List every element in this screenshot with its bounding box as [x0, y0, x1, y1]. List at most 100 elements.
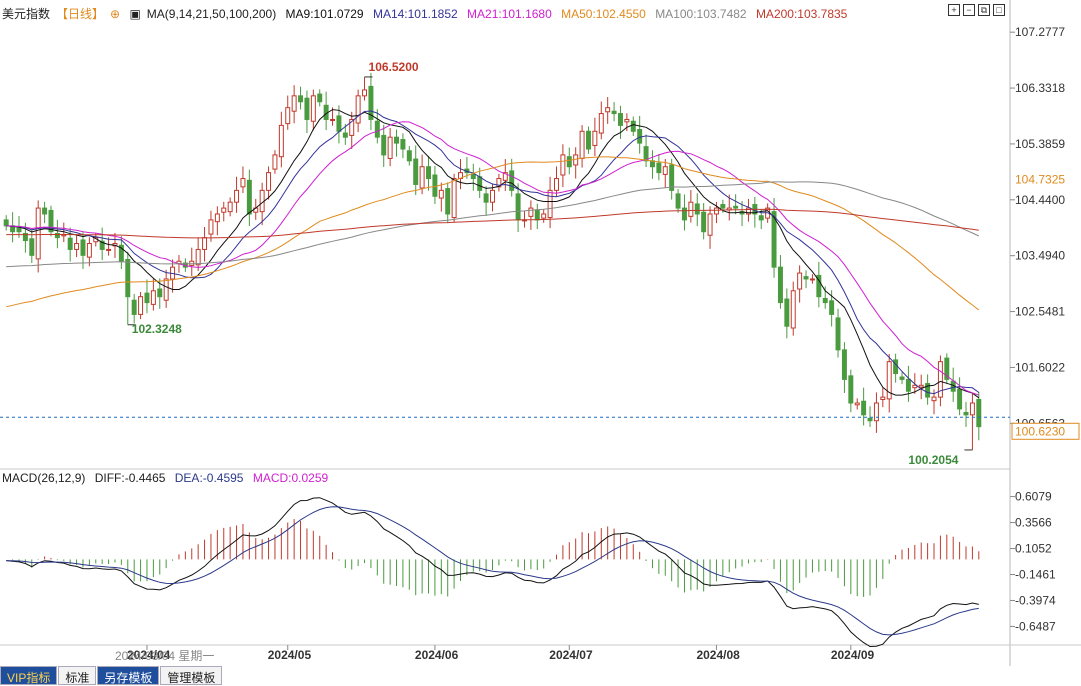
- macd-spec: MACD(26,12,9): [2, 471, 86, 485]
- candle-body: [400, 139, 406, 150]
- candle-body: [477, 176, 483, 191]
- tab-standard[interactable]: 标准: [58, 666, 97, 685]
- candle-body: [80, 239, 86, 256]
- price-tick-label: 101.6022: [1015, 360, 1065, 374]
- candle-body: [451, 178, 457, 219]
- candle-body: [406, 150, 412, 162]
- ma-spec: MA(9,14,21,50,100,200): [146, 7, 277, 21]
- candle-body: [246, 179, 252, 215]
- candle-body: [291, 95, 297, 112]
- candle-body: [534, 209, 540, 221]
- restore-icon[interactable]: ⧉: [978, 4, 990, 16]
- extreme-label: 100.2054: [908, 453, 958, 467]
- candle-body: [285, 107, 291, 125]
- candle-body: [758, 215, 764, 221]
- candle-body: [931, 396, 937, 402]
- candle-body: [547, 189, 553, 219]
- time-tick-label: 2024/07: [549, 648, 593, 662]
- candle-body: [713, 207, 719, 215]
- candle-body: [925, 383, 931, 398]
- candle-body: [873, 402, 879, 422]
- candle-body: [106, 248, 112, 251]
- tab-save-template[interactable]: 另存模板: [97, 666, 160, 685]
- candle-body: [637, 129, 643, 144]
- candle-body: [342, 132, 348, 138]
- ma-indicator-icon[interactable]: ▣: [129, 7, 141, 21]
- candle-body: [138, 296, 144, 315]
- candle-body: [131, 299, 137, 315]
- tab-manage-template[interactable]: 管理模板: [160, 666, 223, 685]
- candle-body: [234, 189, 240, 203]
- candle-body: [355, 95, 361, 124]
- template-tabs: VIP指标 标准 另存模板 管理模板: [0, 666, 223, 686]
- expand-icon[interactable]: +: [948, 4, 960, 16]
- macd-tick-label: 0.6079: [1015, 490, 1052, 504]
- candle-body: [771, 211, 777, 268]
- time-tick-label: 2024/04: [127, 648, 171, 662]
- candle-body: [861, 400, 867, 416]
- candle-body: [317, 93, 323, 103]
- maximize-icon[interactable]: □: [993, 4, 1005, 16]
- collapse-icon[interactable]: −: [963, 4, 975, 16]
- candle-body: [944, 357, 950, 380]
- candle-body: [419, 166, 425, 189]
- candle-body: [432, 174, 438, 197]
- last-price-label: 100.6230: [1015, 424, 1065, 438]
- candle-body: [681, 207, 687, 221]
- candle-body: [605, 107, 611, 113]
- candle-body: [733, 205, 739, 209]
- candle-body: [611, 110, 617, 115]
- period-tag[interactable]: 【日线】: [56, 7, 105, 21]
- candle-body: [566, 156, 572, 168]
- ma100-value: MA100:103.7482: [655, 7, 747, 21]
- candle-body: [675, 193, 681, 209]
- candle-body: [272, 154, 278, 170]
- candle-body: [221, 207, 227, 213]
- macd-tick-label: -0.6487: [1015, 619, 1056, 633]
- candle-body: [54, 232, 60, 239]
- candle-body: [157, 288, 163, 298]
- macd-value: MACD:0.0259: [252, 471, 329, 485]
- candle-body: [854, 402, 860, 406]
- candle-body: [560, 154, 566, 176]
- candle-body: [125, 258, 131, 298]
- ma200-value: MA200:103.7835: [755, 7, 848, 21]
- macd-dea: DEA:-0.4595: [174, 471, 244, 485]
- candle-body: [240, 178, 246, 188]
- candle-body: [707, 213, 713, 236]
- ma9-line: [6, 109, 980, 399]
- candle-body: [957, 388, 963, 410]
- candle-body: [592, 130, 598, 146]
- chart-controls: + − ⧉ □: [948, 4, 1005, 16]
- candle-body: [656, 162, 662, 174]
- candle-body: [745, 207, 751, 215]
- candle-body: [118, 244, 124, 262]
- candle-body: [304, 97, 310, 120]
- candle-body: [336, 115, 342, 132]
- time-tick-label: 2024/06: [415, 648, 459, 662]
- candle-body: [374, 120, 380, 138]
- settings-icon[interactable]: ⊕: [110, 7, 121, 21]
- candle-body: [413, 158, 419, 185]
- tab-vip-indicator[interactable]: VIP指标: [0, 666, 58, 685]
- time-tick-label: 2024/08: [696, 648, 740, 662]
- candle-body: [438, 189, 444, 199]
- candle-body: [630, 120, 636, 132]
- candle-body: [803, 276, 809, 280]
- candle-body: [381, 134, 387, 156]
- candle-body: [541, 213, 547, 219]
- candle-body: [349, 118, 355, 136]
- extreme-label: 106.5200: [369, 60, 419, 74]
- candle-body: [502, 172, 508, 181]
- date-tooltip: 2024/03/04 星期一: [115, 649, 215, 663]
- candle-body: [368, 85, 374, 120]
- price-tick-label: 102.5481: [1015, 305, 1065, 319]
- candle-body: [905, 378, 911, 392]
- candle-body: [848, 375, 854, 404]
- candle-body: [867, 417, 873, 422]
- ma14-line: [6, 110, 980, 395]
- candle-body: [720, 204, 726, 209]
- candle-body: [969, 402, 975, 416]
- candle-body: [483, 193, 489, 203]
